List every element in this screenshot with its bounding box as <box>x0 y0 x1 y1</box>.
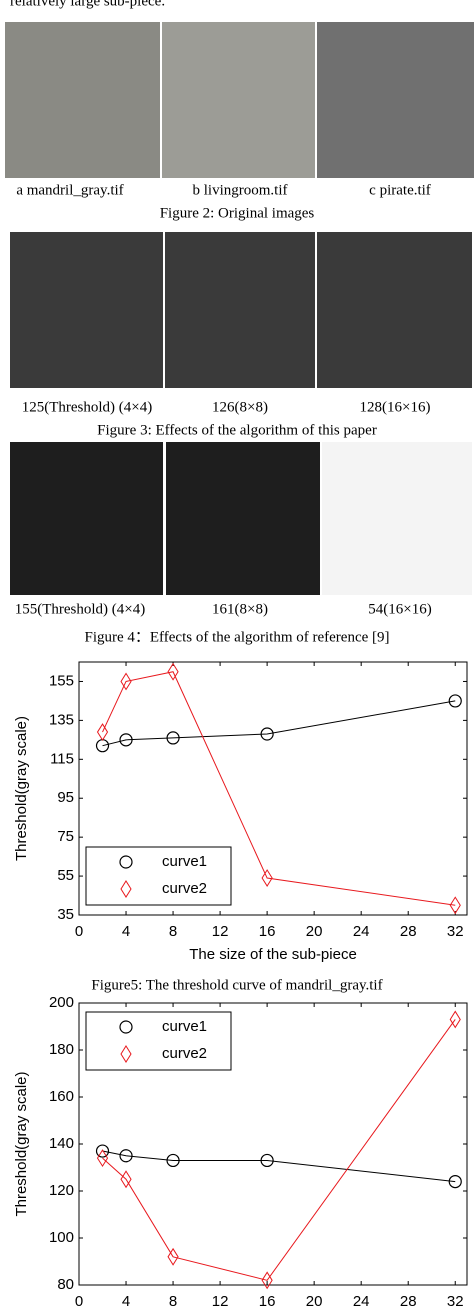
caption: b livingroom.tif <box>193 182 288 198</box>
y-tick-label: 35 <box>57 906 74 923</box>
x-tick-label: 32 <box>447 923 464 940</box>
legend-marker <box>119 1020 133 1034</box>
plot-area <box>78 661 468 916</box>
figure-title: Figure 4：Effects of the algorithm of ref… <box>84 629 389 645</box>
line <box>102 1150 456 1183</box>
x-tick-label: 12 <box>212 1293 229 1310</box>
point <box>96 1149 109 1168</box>
point <box>96 723 109 742</box>
image <box>317 232 472 388</box>
point <box>120 672 132 691</box>
legend <box>85 1011 232 1071</box>
image <box>162 22 315 178</box>
y-axis-label: Threshold(gray scale) <box>13 1071 30 1216</box>
point <box>260 727 274 741</box>
point <box>261 1271 273 1290</box>
x-tick-label: 12 <box>212 923 229 940</box>
point <box>449 896 461 915</box>
caption: 126(8×8) <box>212 399 268 415</box>
line <box>102 671 456 906</box>
y-tick-label: 95 <box>57 789 74 806</box>
point <box>166 1153 180 1168</box>
y-tick-label: 140 <box>49 1135 74 1152</box>
x-tick-label: 16 <box>259 1293 276 1310</box>
y-tick-label: 80 <box>57 1276 74 1293</box>
x-tick-label: 8 <box>169 1293 177 1310</box>
image <box>5 22 160 178</box>
caption: 125(Threshold) (4×4) <box>22 399 153 415</box>
x-tick-label: 4 <box>122 1293 130 1310</box>
y-tick-label: 160 <box>49 1088 74 1105</box>
point <box>167 662 179 681</box>
point <box>167 1247 179 1266</box>
y-tick-label: 180 <box>49 1041 74 1058</box>
figure-title: Figure 2: Original images <box>160 205 315 221</box>
point <box>119 1149 133 1163</box>
x-tick-label: 0 <box>75 1293 83 1310</box>
legend-marker <box>119 855 133 869</box>
x-tick-label: 24 <box>353 1293 370 1310</box>
line <box>102 1019 456 1281</box>
y-tick-label: 200 <box>49 994 74 1011</box>
line <box>102 700 456 747</box>
point <box>448 694 462 708</box>
caption: 128(16×16) <box>360 399 431 415</box>
caption: 155(Threshold) (4×4) <box>15 601 146 617</box>
image <box>10 232 163 388</box>
y-tick-label: 135 <box>49 711 74 728</box>
x-tick-label: 0 <box>75 923 83 940</box>
x-axis-label: The size of the sub-piece <box>189 946 357 963</box>
y-tick-label: 75 <box>57 828 74 845</box>
legend <box>85 846 232 906</box>
point <box>95 1144 110 1158</box>
y-tick-label: 120 <box>49 1182 74 1199</box>
x-tick-label: 20 <box>306 1293 323 1310</box>
y-tick-label: 115 <box>50 750 74 767</box>
x-tick-label: 20 <box>306 923 323 940</box>
image <box>165 232 315 388</box>
x-tick-label: 28 <box>400 923 417 940</box>
point <box>448 1174 462 1189</box>
legend-label: curve1 <box>162 853 207 870</box>
x-tick-label: 16 <box>259 923 276 940</box>
x-tick-label: 28 <box>400 1293 417 1310</box>
image <box>10 442 163 595</box>
legend-marker <box>120 1045 132 1063</box>
figure-title: Figure5: The threshold curve of mandril_… <box>91 977 382 993</box>
legend-label: curve2 <box>162 1045 207 1062</box>
caption: 54(16×16) <box>368 601 431 617</box>
legend-marker <box>120 880 132 898</box>
image <box>322 442 472 595</box>
caption: a mandril_gray.tif <box>16 182 123 198</box>
point <box>449 1010 461 1029</box>
point <box>166 731 180 745</box>
point <box>260 1153 274 1168</box>
caption: 161(8×8) <box>212 601 268 617</box>
image <box>317 22 474 178</box>
y-tick-label: 155 <box>49 672 74 689</box>
image <box>166 442 320 595</box>
x-tick-label: 4 <box>122 923 130 940</box>
legend-label: curve1 <box>162 1018 207 1035</box>
x-tick-label: 8 <box>169 923 177 940</box>
point <box>119 733 133 747</box>
legend-label: curve2 <box>162 880 207 897</box>
figure-title: Figure 3: Effects of the algorithm of th… <box>97 422 377 438</box>
y-axis-label: Threshold(gray scale) <box>13 716 30 861</box>
x-tick-label: 24 <box>353 923 370 940</box>
point <box>261 869 273 887</box>
y-tick-label: 55 <box>57 867 74 884</box>
top-text: relatively large sub-piece. <box>10 0 165 9</box>
x-tick-label: 32 <box>447 1293 464 1310</box>
caption: c pirate.tif <box>369 182 431 198</box>
point <box>120 1170 132 1189</box>
y-tick-label: 100 <box>49 1229 74 1246</box>
